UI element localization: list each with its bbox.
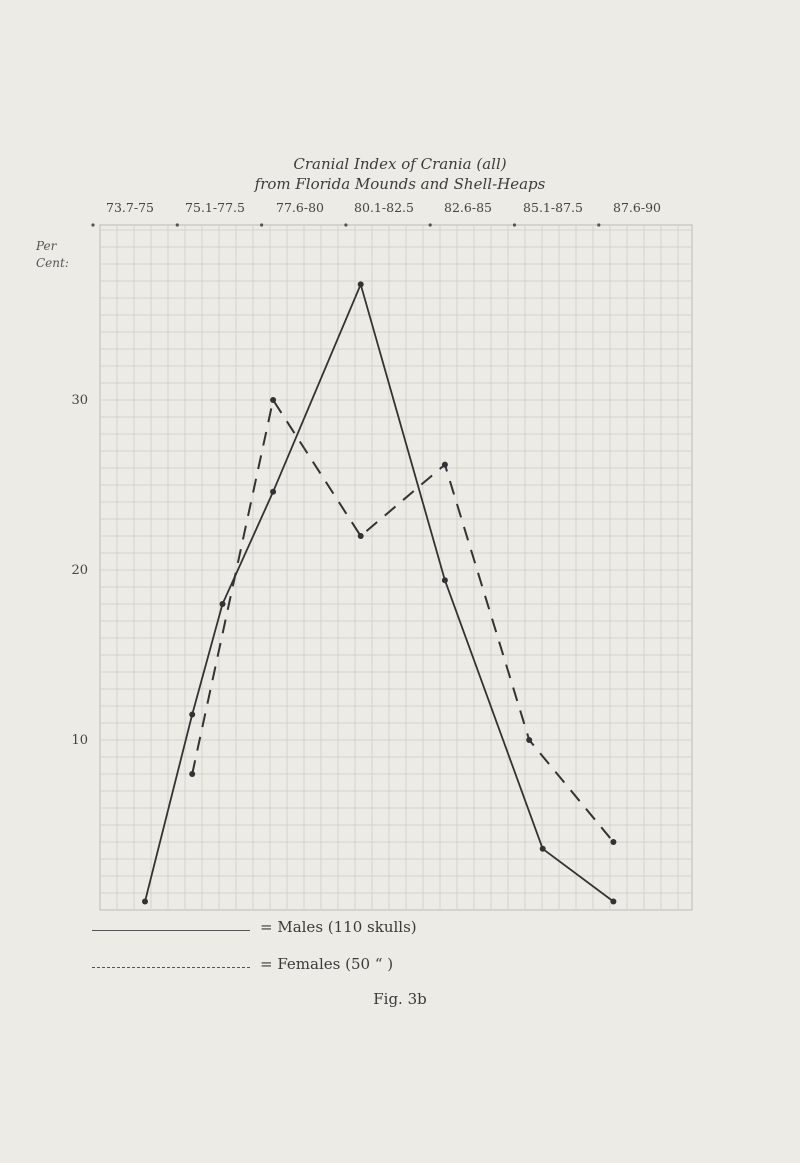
category-tick <box>344 223 348 227</box>
female-point-3 <box>357 533 364 539</box>
plot-area <box>99 224 693 911</box>
male-point-1 <box>142 898 148 905</box>
legend-male-label: = Males (110 skulls) <box>260 918 417 936</box>
category-label-4: 80.1-82.5 <box>354 200 414 215</box>
female-point-5 <box>526 737 533 743</box>
series-line-females <box>191 397 615 843</box>
category-tick <box>260 223 264 227</box>
male-point-3 <box>219 601 226 607</box>
male-point-2 <box>189 711 196 718</box>
chart-title: Cranial Index of Crania (all) <box>293 155 507 173</box>
series-lines <box>144 281 615 903</box>
category-label-1: 73.7-75 <box>106 200 154 215</box>
male-point-4 <box>270 488 277 495</box>
chart-subtitle: from Florida Mounds and Shell-Heaps <box>254 175 546 193</box>
category-tick <box>428 223 432 227</box>
figure-caption: Fig. 3b <box>373 990 427 1008</box>
male-point-6 <box>441 577 448 584</box>
male-point-8 <box>610 898 617 905</box>
female-point-4 <box>441 461 448 468</box>
male-point-7 <box>539 845 546 852</box>
category-label-6: 85.1-87.5 <box>523 200 583 215</box>
series-line-males <box>144 281 614 903</box>
y-axis-label: Per Cent: <box>36 239 69 270</box>
female-point-2 <box>270 397 277 403</box>
female-point-1 <box>189 771 196 777</box>
category-tick <box>175 223 179 227</box>
category-tick <box>91 223 95 227</box>
category-label-5: 82.6-85 <box>444 200 492 215</box>
category-tick <box>597 223 601 227</box>
legend-male-swatch <box>92 930 250 931</box>
category-label-7: 87.6-90 <box>613 200 661 215</box>
legend-female-label: = Females (50 “ ) <box>260 955 394 973</box>
y-tick-label-30: 30 <box>71 393 88 408</box>
female-point-6 <box>610 839 617 845</box>
category-label-3: 77.6-80 <box>276 200 324 215</box>
series-points <box>142 281 617 905</box>
category-label-2: 75.1-77.5 <box>185 200 245 215</box>
y-tick-label-10: 10 <box>71 733 88 748</box>
grid-lines <box>91 223 692 910</box>
y-tick-label-20: 20 <box>71 563 88 578</box>
category-tick <box>512 223 517 227</box>
legend-female-swatch <box>92 967 250 968</box>
male-point-5 <box>357 281 364 288</box>
